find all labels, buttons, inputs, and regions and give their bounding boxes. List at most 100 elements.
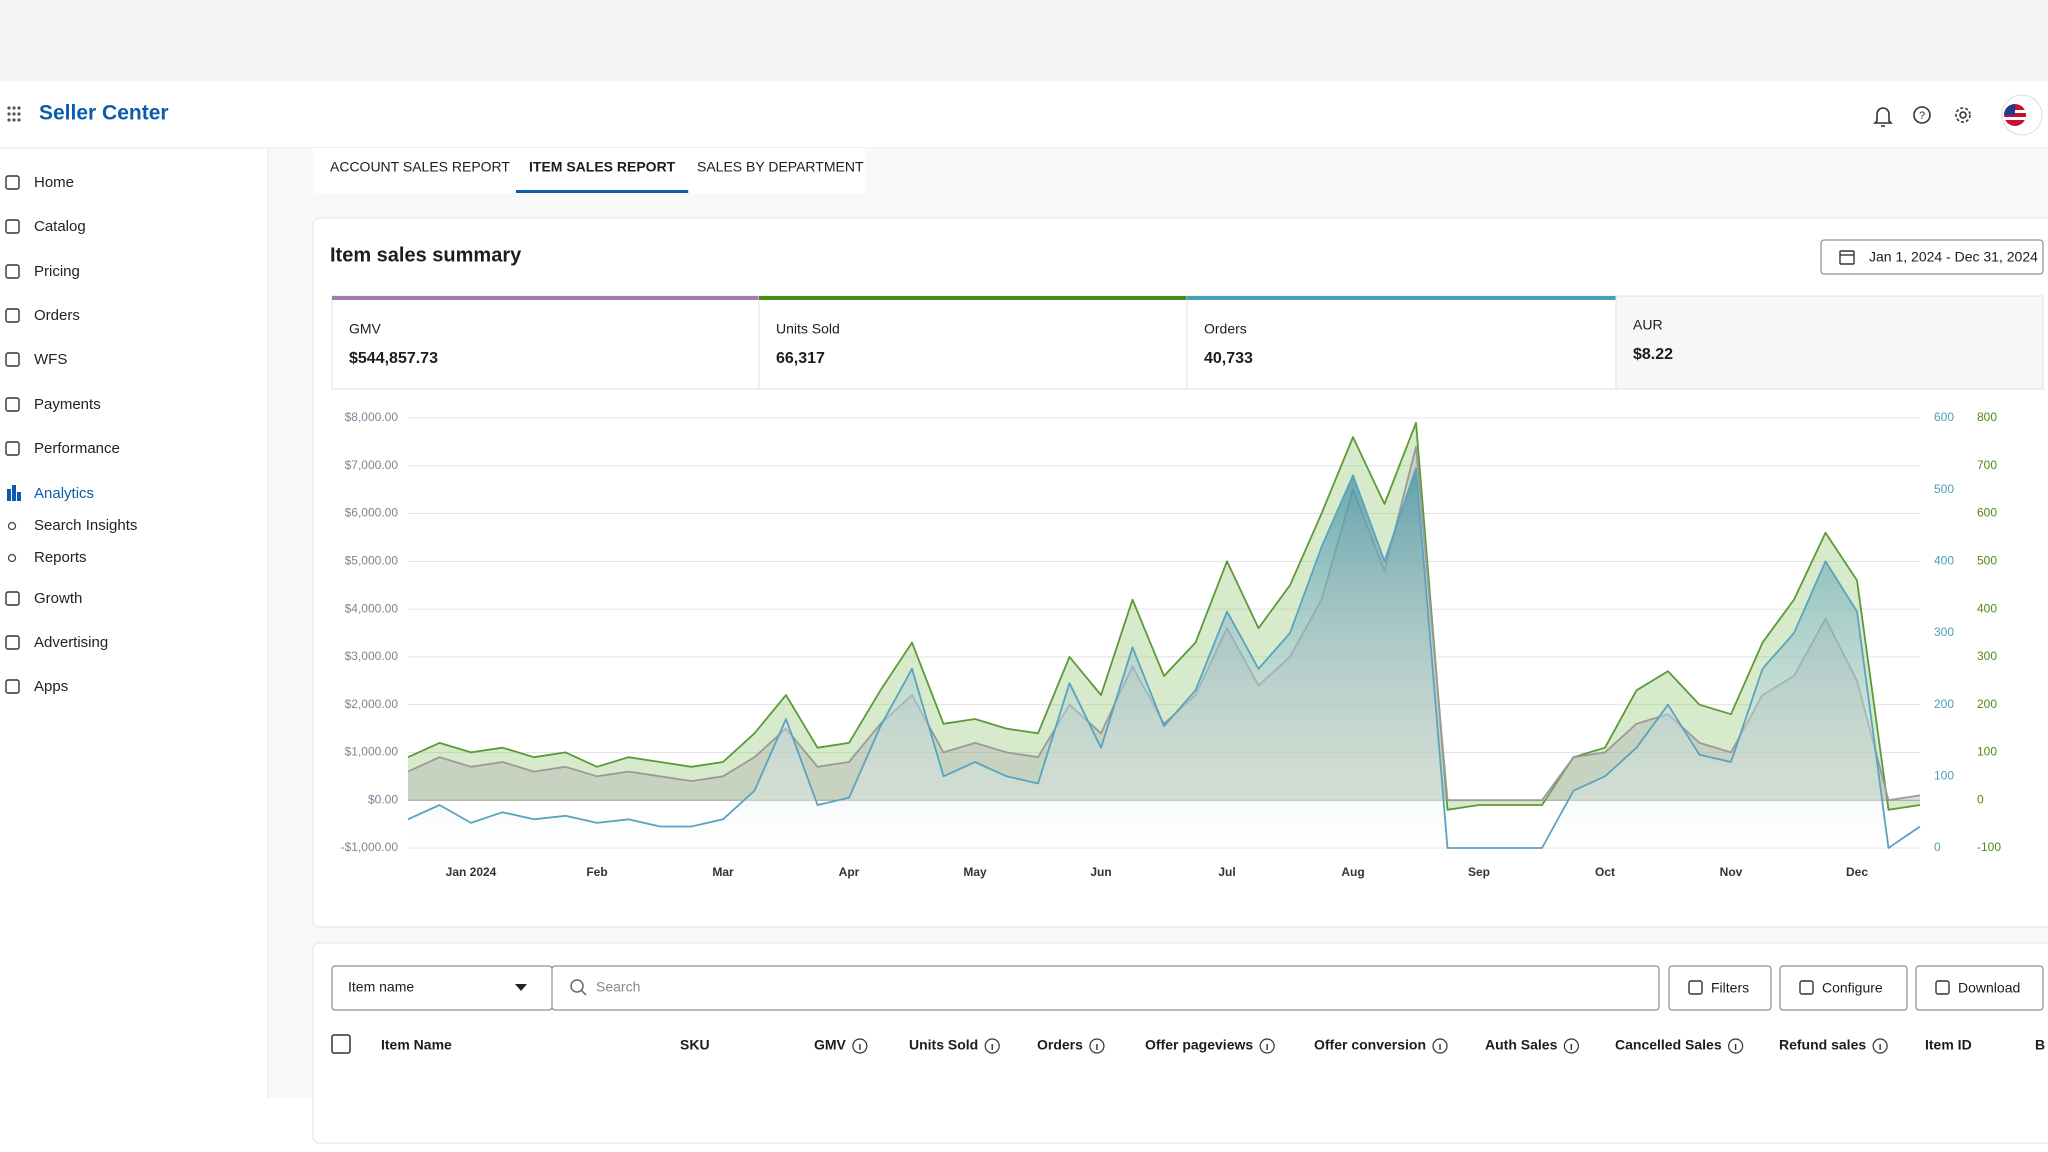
nav-icon	[5, 679, 20, 694]
kpi-accent	[759, 296, 1187, 300]
button-label: Configure	[1822, 980, 1883, 996]
nav-icon	[5, 308, 20, 323]
info-icon	[1089, 1038, 1105, 1054]
nav-item[interactable]: Payments	[34, 396, 101, 413]
column-header[interactable]: B	[2035, 1037, 2045, 1053]
nav-icon	[7, 489, 11, 501]
tab[interactable]: SALES BY DEPARTMENT	[697, 159, 864, 175]
column-header[interactable]: Item Name	[381, 1037, 452, 1053]
kpi-value: $8.22	[1633, 346, 1673, 363]
series-area	[408, 422, 1920, 810]
y3-tick-label: -100	[1977, 840, 2001, 854]
toolbar-button[interactable]	[1668, 965, 1772, 1011]
x-tick-label: Sep	[1468, 865, 1490, 879]
y3-tick-label: 400	[1977, 601, 1997, 615]
settings-icon[interactable]	[1955, 107, 1971, 123]
x-tick-label: Jun	[1090, 865, 1111, 879]
button-icon	[1799, 980, 1814, 995]
column-header[interactable]: Refund sales	[1779, 1037, 1866, 1053]
button-icon	[1935, 980, 1950, 995]
search-icon	[570, 979, 584, 993]
kpi-tile	[1186, 295, 1617, 390]
bell-icon[interactable]	[1873, 107, 1893, 127]
field-select-value: Item name	[348, 979, 414, 995]
series-area	[408, 468, 1920, 848]
summary-title: Item sales summary	[330, 244, 522, 266]
y2-tick-label: 0	[1934, 840, 1941, 854]
x-tick-label: Aug	[1341, 865, 1364, 879]
y-tick-label: $8,000.00	[345, 410, 399, 424]
svg-text:?: ?	[1919, 110, 1925, 122]
search-box[interactable]	[551, 965, 1660, 1011]
toolbar-button[interactable]	[1915, 965, 2044, 1011]
header	[0, 81, 2048, 148]
kpi-accent	[1187, 296, 1616, 300]
nav-icon	[5, 175, 20, 190]
search-placeholder: Search	[596, 979, 640, 995]
column-header[interactable]: SKU	[680, 1037, 710, 1053]
column-header[interactable]: Offer conversion	[1314, 1037, 1426, 1053]
y2-tick-label: 300	[1934, 625, 1954, 639]
nav-icon	[5, 219, 20, 234]
nav-item[interactable]: Orders	[34, 307, 80, 324]
info-icon	[1259, 1038, 1275, 1054]
flag-icon	[2004, 104, 2026, 126]
y2-tick-label: 500	[1934, 482, 1954, 496]
column-header[interactable]: Orders	[1037, 1037, 1083, 1053]
column-header[interactable]: Units Sold	[909, 1037, 978, 1053]
column-header[interactable]: Offer pageviews	[1145, 1037, 1253, 1053]
x-tick-label: Apr	[839, 865, 860, 879]
kpi-accent	[332, 296, 759, 300]
nav-item[interactable]: Apps	[34, 678, 68, 695]
app-grid-icon[interactable]	[7, 106, 21, 122]
nav-item[interactable]: Growth	[34, 590, 82, 607]
kpi-tile	[331, 295, 760, 390]
y2-tick-label: 400	[1934, 554, 1954, 568]
nav-item[interactable]: Advertising	[34, 634, 108, 651]
nav-item[interactable]: Reports	[34, 549, 87, 566]
y2-tick-label: 200	[1934, 697, 1954, 711]
kpi-label: GMV	[349, 321, 382, 337]
nav-item[interactable]: Pricing	[34, 263, 80, 280]
series-line	[407, 467, 1921, 849]
tab[interactable]: ITEM SALES REPORT	[529, 159, 676, 175]
dropdown-caret	[515, 984, 527, 991]
y3-tick-label: 600	[1977, 506, 1997, 520]
nav-item[interactable]: Performance	[34, 440, 120, 457]
button-label: Download	[1958, 980, 2020, 996]
x-tick-label: Oct	[1595, 865, 1615, 879]
y3-tick-label: 200	[1977, 697, 1997, 711]
calendar-icon	[1839, 250, 1855, 265]
tab[interactable]: ACCOUNT SALES REPORT	[330, 159, 510, 175]
date-range-button[interactable]	[1820, 239, 2044, 275]
info-icon	[984, 1038, 1000, 1054]
nav-item[interactable]: Catalog	[34, 218, 86, 235]
column-header[interactable]: Cancelled Sales	[1615, 1037, 1722, 1053]
column-header[interactable]: Auth Sales	[1485, 1037, 1558, 1053]
nav-icon	[5, 635, 20, 650]
sub-item-bullet	[7, 521, 17, 531]
nav-icon	[5, 397, 20, 412]
x-tick-label: Feb	[586, 865, 607, 879]
button-icon	[1688, 980, 1703, 995]
summary-card	[312, 217, 2048, 928]
date-range: Jan 1, 2024 - Dec 31, 2024	[1869, 249, 2038, 265]
brand[interactable]: Seller Center	[39, 102, 169, 125]
kpi-label: AUR	[1633, 317, 1663, 333]
kpi-label: Units Sold	[776, 321, 840, 337]
column-header[interactable]: Item ID	[1925, 1037, 1972, 1053]
toolbar-button[interactable]	[1779, 965, 1908, 1011]
nav-item[interactable]: Search Insights	[34, 517, 137, 534]
help-icon[interactable]: ?	[1913, 106, 1931, 124]
nav-item[interactable]: Home	[34, 174, 74, 191]
column-header[interactable]: GMV	[814, 1037, 847, 1053]
select-all-checkbox[interactable]	[331, 1034, 351, 1054]
nav-item[interactable]: WFS	[34, 351, 67, 368]
y3-tick-label: 100	[1977, 745, 1997, 759]
nav-item[interactable]: Analytics	[34, 485, 94, 502]
y-tick-label: $3,000.00	[345, 649, 399, 663]
y-tick-label: $1,000.00	[345, 745, 399, 759]
sub-item-bullet	[7, 553, 17, 563]
